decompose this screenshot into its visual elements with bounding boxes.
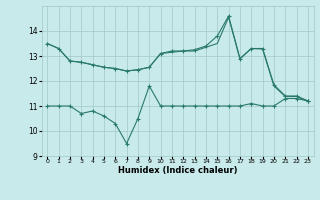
X-axis label: Humidex (Indice chaleur): Humidex (Indice chaleur) [118, 166, 237, 175]
